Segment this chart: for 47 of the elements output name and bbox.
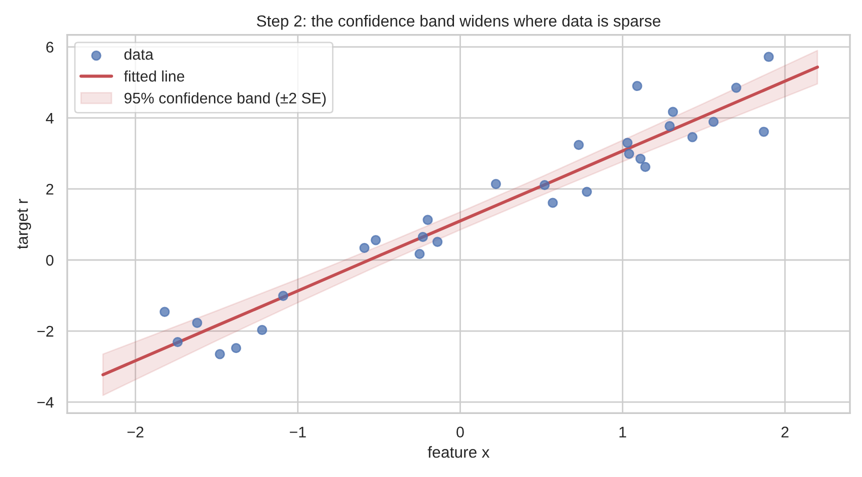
point [635, 154, 646, 164]
legend-label: data [124, 48, 154, 60]
point [418, 232, 428, 242]
x-tick-label: −2 [127, 426, 144, 438]
chart-title: Step 2: the confidence band widens where data is sparse [256, 14, 660, 30]
point [708, 116, 719, 127]
point [731, 82, 742, 93]
point [370, 235, 381, 246]
point [640, 162, 650, 172]
y-tick-label: 0 [46, 254, 54, 266]
y-tick-label: 4 [46, 112, 54, 124]
point [231, 343, 242, 354]
y-tick-label: −2 [37, 326, 54, 337]
annotation: 95% confidence band (±2 SE) [124, 92, 326, 107]
point [668, 106, 678, 117]
point [214, 349, 225, 360]
point [257, 324, 268, 336]
point [432, 236, 443, 247]
point [540, 180, 550, 190]
point [758, 126, 769, 137]
x-tick-label: −1 [290, 426, 306, 438]
y-tick-label: −4 [37, 397, 54, 408]
legend-label: fitted line [124, 70, 184, 82]
point [664, 121, 675, 132]
x-tick-label: 0 [456, 426, 464, 438]
y-tick-label: 2 [46, 184, 54, 195]
x-tick-label: 2 [782, 426, 788, 438]
point [192, 318, 202, 328]
point [160, 306, 170, 317]
point [632, 80, 642, 92]
point [624, 148, 634, 159]
x-tick-label: 1 [620, 426, 626, 438]
point [574, 140, 584, 150]
point [548, 198, 558, 208]
point [764, 52, 774, 62]
y-tick-label: 6 [46, 42, 54, 53]
point [414, 248, 425, 260]
point [422, 214, 433, 225]
point [278, 290, 288, 301]
point [622, 138, 633, 148]
x-axis-title: feature x [428, 446, 490, 458]
y-axis-title: target r [17, 198, 32, 250]
point [490, 178, 502, 190]
point [687, 132, 698, 142]
point [172, 336, 183, 348]
point [582, 186, 592, 197]
point [359, 242, 370, 254]
